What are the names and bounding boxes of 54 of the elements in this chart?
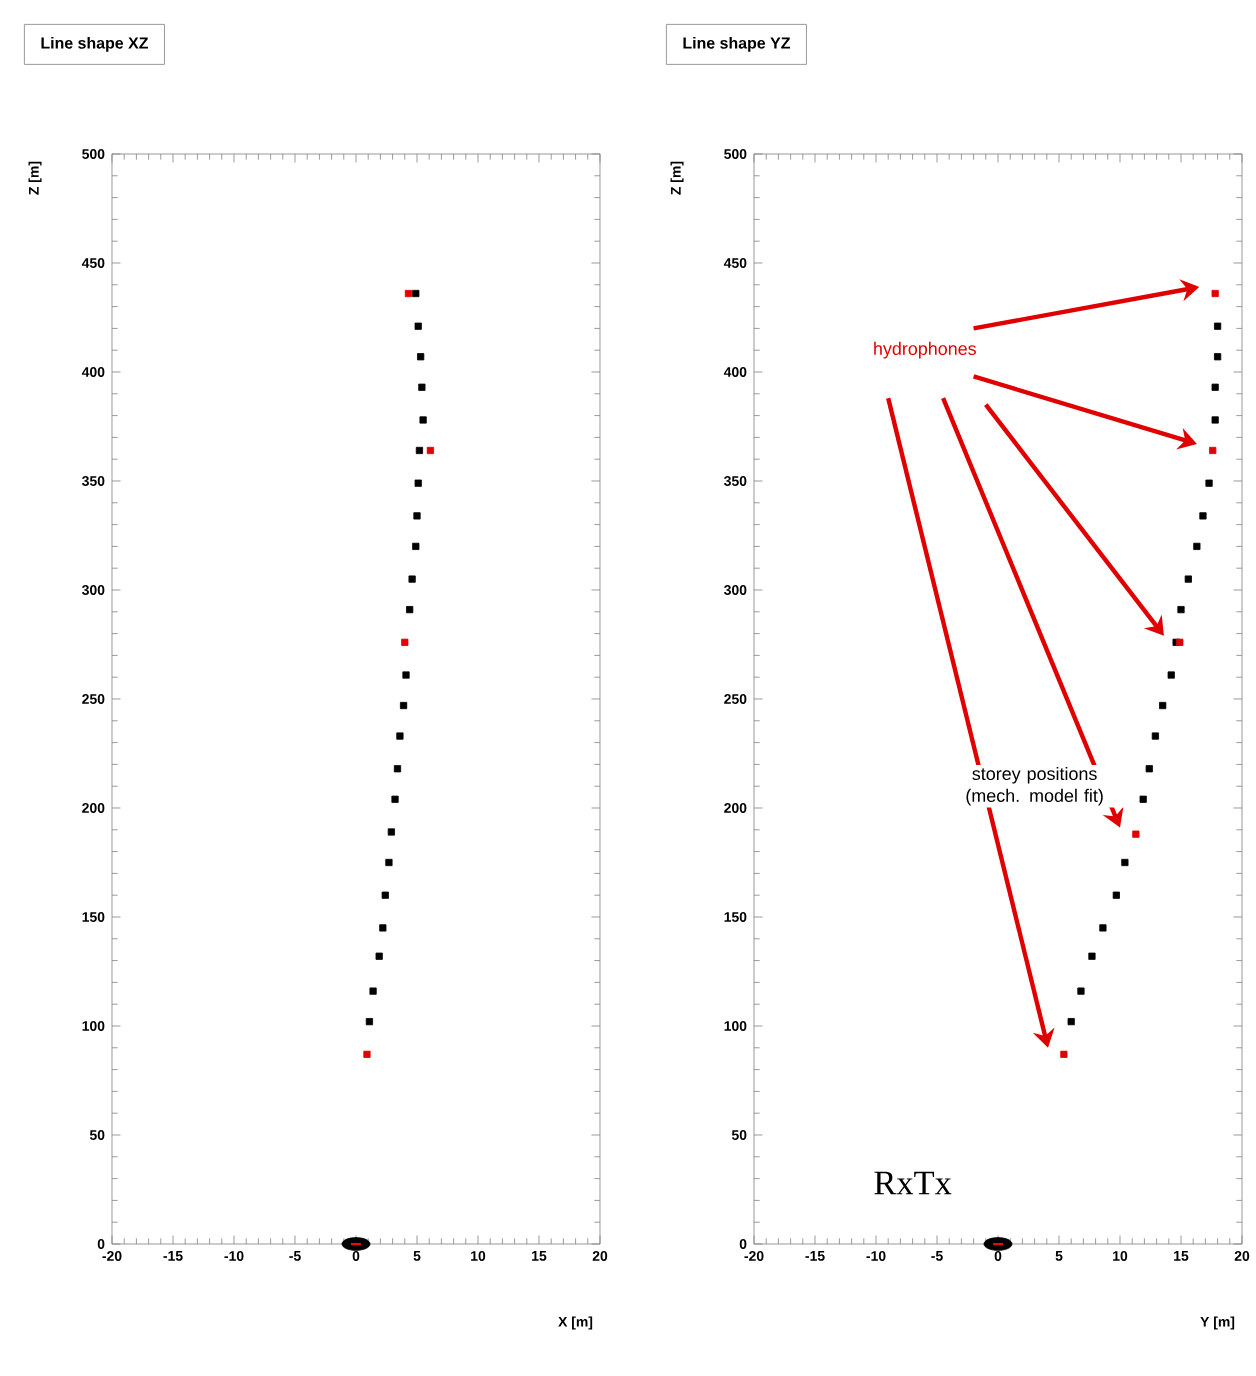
point [408,575,416,583]
point [1211,416,1219,424]
point [363,1050,371,1058]
point [1145,765,1153,773]
point [1139,795,1147,803]
point [1067,1018,1075,1026]
point [415,446,423,455]
point [1177,606,1185,614]
point [381,891,389,899]
point [413,512,421,520]
point [1208,446,1217,455]
point [1213,353,1221,361]
point [419,416,427,424]
point [1060,1050,1068,1058]
point [1158,701,1167,710]
point [365,1018,373,1026]
point [1184,575,1192,583]
text: hydrophones [874,341,976,359]
point [393,765,401,773]
point [1199,512,1207,520]
point [418,383,426,391]
text: storey positions (mech. model fit) [966,766,1103,806]
point [1151,732,1159,740]
point [1132,830,1140,838]
series-label: RxTx [874,1171,952,1195]
point [404,289,412,298]
point [396,732,404,740]
point [399,701,407,710]
point [414,479,422,487]
point [391,795,399,803]
point [385,858,393,867]
point [402,671,410,679]
point [1099,924,1107,932]
point [1193,542,1201,550]
point [1077,987,1085,995]
point [1121,858,1129,867]
point [1211,383,1219,391]
point [401,638,409,646]
point [375,952,383,960]
point [1112,891,1120,899]
point [379,924,387,932]
point [412,289,420,298]
point [416,353,425,361]
point [1088,952,1096,960]
point [1167,671,1175,679]
point [412,542,420,550]
point [405,606,414,614]
point [1211,289,1219,298]
point [414,322,422,330]
point [1205,479,1213,487]
point [1213,322,1221,330]
point [426,446,434,455]
point [387,828,395,836]
point [369,987,377,995]
